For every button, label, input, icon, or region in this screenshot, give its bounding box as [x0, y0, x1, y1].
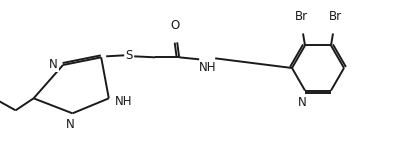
- Text: Br: Br: [294, 11, 307, 24]
- Text: N: N: [49, 59, 58, 72]
- Text: NH: NH: [198, 61, 216, 74]
- Text: NH: NH: [115, 95, 132, 108]
- Text: Br: Br: [328, 11, 341, 24]
- Text: N: N: [66, 118, 75, 131]
- Text: S: S: [126, 49, 133, 62]
- Text: O: O: [171, 19, 180, 32]
- Text: N: N: [298, 95, 306, 108]
